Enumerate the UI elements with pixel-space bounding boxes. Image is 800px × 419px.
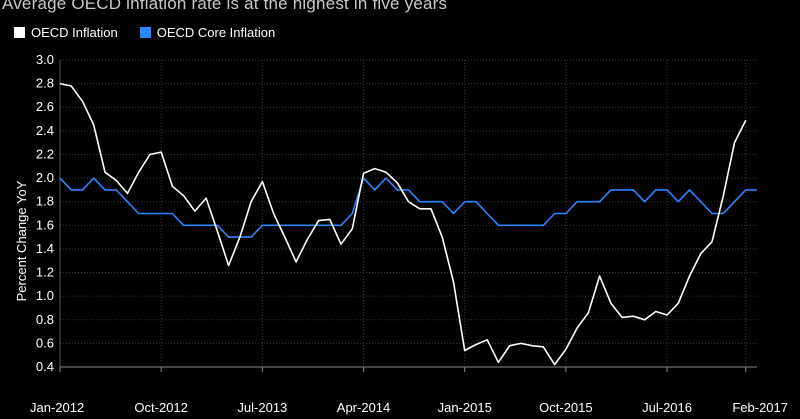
series-line-oecd-inflation: [59, 82, 747, 366]
y-tick-label: 2.6: [36, 99, 54, 114]
y-tick-label: 2.4: [36, 123, 54, 138]
legend-item-oecd-core-inflation: OECD Core Inflation: [139, 25, 276, 40]
series-line-oecd-core-inflation: [59, 177, 757, 238]
y-tick-label: 1.4: [36, 241, 54, 256]
x-tick-label: Jul-2016: [642, 400, 692, 415]
y-tick-label: 1.0: [36, 288, 54, 303]
legend-item-oecd-inflation: OECD Inflation: [14, 25, 118, 40]
legend-label-oecd-inflation: OECD Inflation: [31, 25, 118, 40]
x-tick-label: Feb-2017: [732, 400, 788, 415]
y-tick-label: 2.2: [36, 146, 54, 161]
y-tick-label: 0.8: [36, 312, 54, 327]
series-lines: [59, 82, 757, 366]
x-axis: Jan-2012 Oct-2012 Jul-2013 Apr-2014 Jan-2015…: [30, 366, 788, 415]
y-tick-label: 0.6: [36, 335, 54, 350]
y-tick-label: 3.0: [36, 52, 54, 67]
y-tick-label: 1.6: [36, 217, 54, 232]
legend-label-oecd-core-inflation: OECD Core Inflation: [156, 25, 276, 40]
y-axis-label: Percent Change YoY: [14, 180, 29, 301]
legend: OECD Inflation OECD Core Inflation: [14, 25, 275, 40]
x-tick-label: Jan-2015: [438, 400, 492, 415]
x-tick-label: Oct-2012: [134, 400, 187, 415]
y-tick-label: 1.2: [36, 265, 54, 280]
y-axis: 0.4 0.6 0.8 1.0 1.2 1.4 1.6 1.8 2.0 2.2 2.4 2.6 2.8 3…: [36, 52, 61, 374]
y-tick-label: 2.0: [36, 170, 54, 185]
x-tick-label: Jan-2012: [30, 400, 84, 415]
chart-title: Average OECD inflation rate is at the hi…: [2, 0, 448, 13]
legend-swatch-oecd-inflation: [14, 27, 25, 38]
legend-swatch-oecd-core-inflation: [139, 27, 151, 38]
x-tick-label: Apr-2014: [337, 400, 390, 415]
x-tick-label: Jul-2013: [237, 400, 287, 415]
y-tick-label: 2.8: [36, 76, 54, 91]
y-tick-label: 0.4: [36, 359, 54, 374]
x-tick-label: Oct-2015: [539, 400, 592, 415]
y-tick-label: 1.8: [36, 194, 54, 209]
